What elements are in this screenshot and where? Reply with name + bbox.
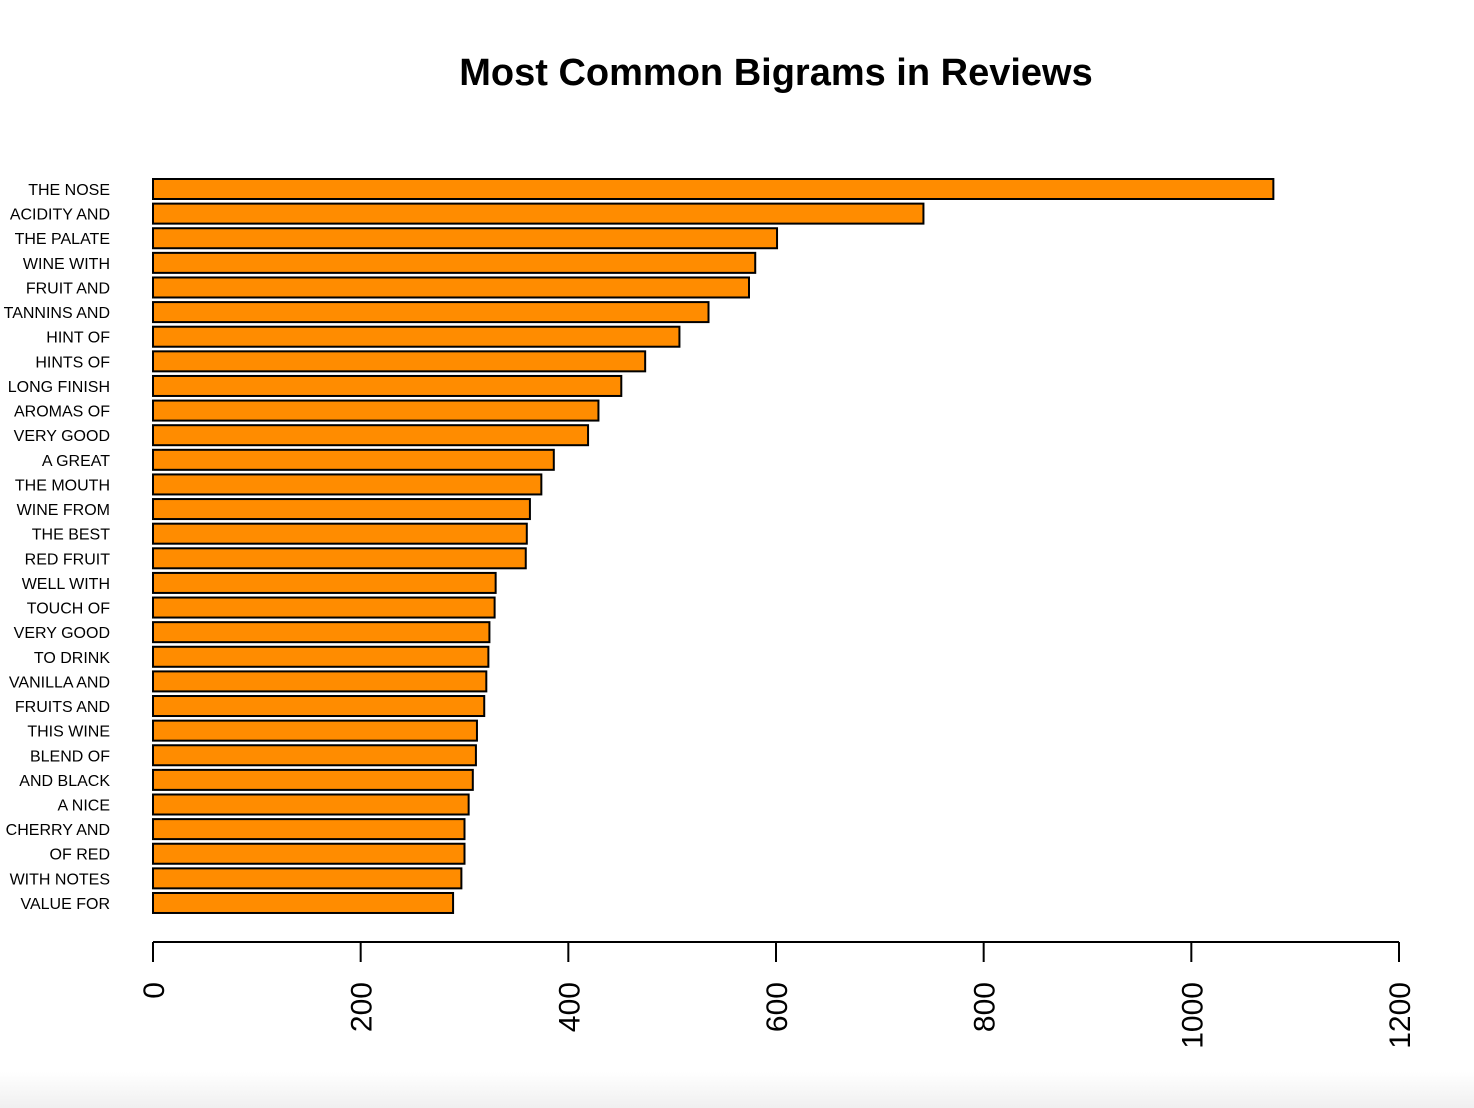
category-label: VERY GOOD bbox=[14, 428, 110, 445]
bar bbox=[152, 473, 543, 496]
category-label: TOUCH OF bbox=[27, 601, 110, 618]
category-label: WINE WITH bbox=[23, 256, 110, 273]
bar bbox=[152, 645, 490, 668]
bar bbox=[152, 276, 750, 299]
bar bbox=[152, 301, 710, 324]
bars-group bbox=[152, 178, 1275, 914]
bar bbox=[152, 178, 1275, 200]
x-tick-label: 0 bbox=[138, 982, 171, 999]
bar bbox=[152, 399, 600, 422]
category-label: CHERRY AND bbox=[6, 822, 110, 839]
category-label: FRUITS AND bbox=[15, 699, 110, 716]
bar bbox=[152, 350, 647, 373]
category-label: RED FRUIT bbox=[25, 551, 111, 568]
bar bbox=[152, 695, 486, 718]
category-label: A NICE bbox=[58, 798, 110, 815]
bar bbox=[152, 842, 466, 865]
category-label: FRUIT AND bbox=[26, 280, 110, 297]
category-label: VANILLA AND bbox=[9, 674, 110, 691]
bar bbox=[152, 818, 466, 841]
category-label: TANNINS AND bbox=[4, 305, 110, 322]
x-tick-label: 1200 bbox=[1384, 982, 1417, 1049]
bar bbox=[152, 498, 531, 521]
category-label: WINE FROM bbox=[17, 502, 110, 519]
bar bbox=[152, 522, 528, 545]
category-label: AND BLACK bbox=[19, 773, 110, 790]
category-label: OF RED bbox=[50, 847, 110, 864]
category-label: BLEND OF bbox=[30, 748, 110, 765]
category-label: ACIDITY AND bbox=[10, 207, 110, 224]
x-tick-label: 200 bbox=[346, 982, 379, 1032]
category-label: THE MOUTH bbox=[15, 477, 110, 494]
bar bbox=[152, 251, 757, 274]
bar bbox=[152, 202, 925, 225]
category-label: VERY GOOD bbox=[14, 625, 110, 642]
x-axis: 0 200 400 600 800 1000 1200 bbox=[138, 941, 1417, 1049]
bar bbox=[152, 670, 488, 693]
bar bbox=[152, 891, 455, 914]
x-tick-label: 800 bbox=[969, 982, 1002, 1032]
category-label: A GREAT bbox=[42, 453, 110, 470]
bar bbox=[152, 547, 527, 570]
bar bbox=[152, 571, 497, 594]
bar bbox=[152, 596, 496, 619]
category-label: TO DRINK bbox=[34, 650, 110, 667]
x-tick-label: 1000 bbox=[1176, 982, 1209, 1049]
category-label: THIS WINE bbox=[27, 724, 110, 741]
category-label: THE BEST bbox=[32, 527, 110, 544]
bar bbox=[152, 793, 470, 816]
x-tick-label: 600 bbox=[761, 982, 794, 1032]
category-label: LONG FINISH bbox=[8, 379, 110, 396]
bar bbox=[152, 325, 681, 348]
category-label: THE NOSE bbox=[28, 182, 110, 199]
bar bbox=[152, 448, 555, 471]
bar bbox=[152, 424, 590, 447]
bar bbox=[152, 768, 474, 791]
bar bbox=[152, 374, 623, 397]
x-tick-label: 400 bbox=[553, 982, 586, 1032]
bar bbox=[152, 621, 491, 644]
chart-title: Most Common Bigrams in Reviews bbox=[459, 52, 1092, 94]
category-labels-group: THE NOSE ACIDITY AND THE PALATE WINE WITH FR… bbox=[4, 182, 111, 913]
bar bbox=[152, 227, 779, 250]
category-label: WELL WITH bbox=[22, 576, 110, 593]
bar bbox=[152, 744, 477, 767]
category-label: VALUE FOR bbox=[21, 896, 111, 913]
bar bbox=[152, 719, 478, 742]
bar bbox=[152, 867, 463, 890]
category-label: WITH NOTES bbox=[10, 871, 110, 888]
category-label: AROMAS OF bbox=[14, 404, 110, 421]
category-label: HINTS OF bbox=[35, 354, 110, 371]
category-label: THE PALATE bbox=[15, 231, 110, 248]
category-label: HINT OF bbox=[46, 330, 110, 347]
